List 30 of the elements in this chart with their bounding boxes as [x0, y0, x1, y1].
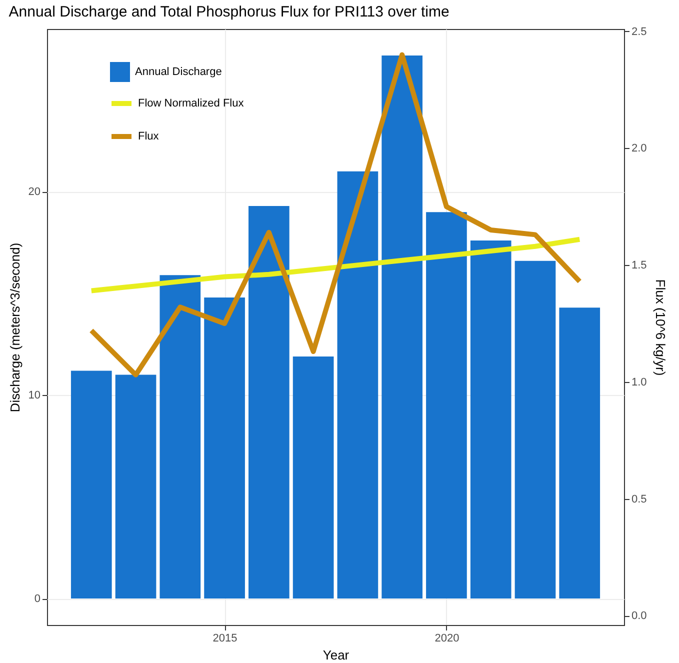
x-tick-label: 2020	[434, 632, 460, 644]
x-tick-label: 2015	[212, 632, 238, 644]
y2-tick-label: 1.0	[632, 376, 647, 388]
bar	[292, 356, 334, 599]
bar	[115, 374, 156, 599]
y2-tick-label: 1.5	[632, 260, 647, 272]
x-axis-title: Year	[322, 648, 350, 662]
y2-axis-title: Flux (10^6 kg/yr)	[652, 279, 668, 376]
y2-tick-label: 2.5	[632, 26, 647, 38]
bar	[559, 308, 600, 599]
y2-tick-label: 0.0	[632, 610, 647, 622]
legend-label: Flux	[138, 130, 160, 142]
bar	[382, 55, 422, 599]
y2-tick-label: 2.0	[632, 142, 647, 155]
y-tick-label: 0	[34, 593, 40, 606]
y2-tick-label: 0.5	[632, 493, 647, 506]
y-axis-title: Discharge (meters^3/second)	[7, 242, 22, 412]
bar	[337, 171, 378, 599]
y-tick-label: 20	[28, 186, 40, 198]
bar	[70, 370, 112, 599]
bar	[470, 240, 512, 599]
bar	[160, 275, 201, 599]
bar	[204, 298, 245, 599]
legend-label: Flow Normalized Flux	[138, 98, 244, 110]
chart-title: Annual Discharge and Total Phosphorus Flux for PRI113 over time	[8, 3, 450, 20]
y-tick-label: 10	[28, 390, 40, 402]
bar	[514, 260, 556, 599]
legend-label: Annual Discharge	[135, 66, 222, 78]
bar	[248, 206, 290, 599]
bar	[426, 212, 467, 599]
